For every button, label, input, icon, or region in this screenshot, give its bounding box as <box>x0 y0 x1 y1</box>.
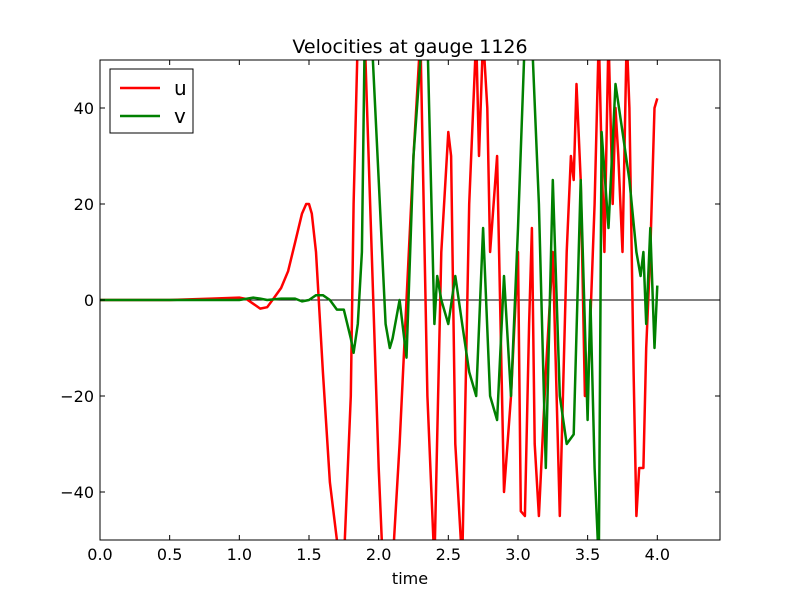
x-tick-label: 2.0 <box>366 545 391 564</box>
x-tick-label: 0.5 <box>157 545 182 564</box>
series-line-u <box>100 60 659 540</box>
y-tick-label: 0 <box>84 291 94 310</box>
y-tick-label: −20 <box>60 387 94 406</box>
y-tick-label: −40 <box>60 483 94 502</box>
series-layer <box>100 60 659 540</box>
x-tick-label: 2.5 <box>436 545 461 564</box>
x-axis-label: time <box>392 569 428 588</box>
series-line-v <box>100 60 659 540</box>
legend-label-v: v <box>174 104 186 128</box>
chart-title: Velocities at gauge 1126 <box>292 36 527 58</box>
y-axis: −40 −20 0 20 40 <box>60 99 720 502</box>
legend-label-u: u <box>174 76 187 100</box>
x-tick-label: 3.5 <box>575 545 600 564</box>
x-tick-label: 4.0 <box>645 545 670 564</box>
legend-box <box>109 68 194 134</box>
x-tick-label: 0.0 <box>87 545 112 564</box>
x-axis: 0.0 0.5 1.0 1.5 2.0 2.5 3.0 3.5 4.0 <box>87 60 670 564</box>
y-tick-label: 20 <box>74 195 94 214</box>
x-tick-label: 1.5 <box>296 545 321 564</box>
y-tick-label: 40 <box>74 99 94 118</box>
x-tick-label: 1.0 <box>227 545 252 564</box>
legend: u v <box>109 68 194 134</box>
x-tick-label: 3.0 <box>505 545 530 564</box>
